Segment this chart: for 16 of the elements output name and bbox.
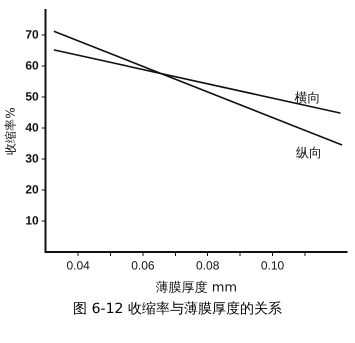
x-tick-label: 0.08	[196, 258, 220, 273]
caption: 图 6-12 收缩率与薄膜厚度的关系	[72, 300, 283, 318]
y-tick-label: 20	[25, 182, 40, 196]
series-label: 纵向	[296, 146, 322, 161]
x-tick-label: 0.04	[66, 258, 90, 273]
y-tick-label: 60	[25, 58, 40, 72]
y-tick-label: 70	[25, 27, 40, 42]
y-axis-title: 收缩率%	[3, 107, 18, 155]
y-tick-label: 40	[25, 120, 40, 134]
y-tick-label: 50	[25, 89, 40, 104]
x-tick-label: 0.10	[260, 258, 284, 273]
series-label: 横向	[294, 90, 321, 106]
x-axis-title: 薄膜厚度 mm	[156, 280, 238, 296]
x-tick-label: 0.06	[131, 258, 155, 273]
y-tick-label: 10	[25, 213, 40, 228]
y-tick-label: 30	[25, 151, 40, 166]
